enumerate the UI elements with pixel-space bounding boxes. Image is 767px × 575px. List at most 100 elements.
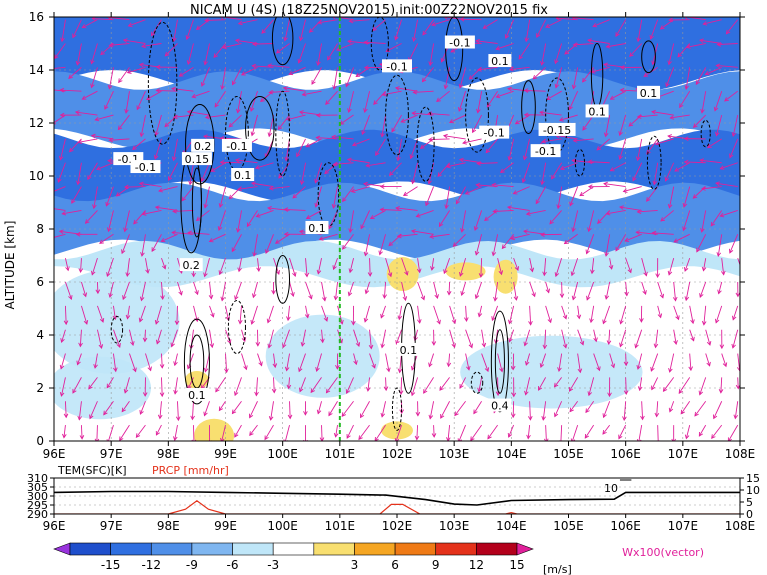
wind-vector — [253, 234, 258, 257]
wind-vector-head — [92, 204, 97, 210]
wind-vector-head — [108, 293, 113, 298]
wind-vector-head — [627, 268, 632, 274]
wind-vector — [251, 182, 274, 188]
wind-vector — [285, 138, 290, 161]
wind-vector-head — [275, 49, 281, 54]
wind-vector — [106, 377, 114, 388]
wind-vector — [265, 234, 274, 254]
wind-vector-head — [452, 242, 458, 248]
wind-vector — [265, 138, 274, 158]
wind-vector — [720, 377, 723, 393]
wind-vector — [187, 377, 194, 390]
wind-vector-head — [395, 339, 400, 345]
wind-vector — [573, 43, 594, 46]
wind-vector-head — [679, 103, 684, 109]
wind-vector-head — [77, 415, 82, 421]
wind-vector-head — [319, 437, 325, 441]
wind-vector — [171, 329, 178, 347]
wind-vector — [474, 210, 483, 231]
x-tick-label: 96E — [43, 447, 66, 461]
wind-vector-head — [542, 271, 547, 277]
wind-vector-head — [539, 110, 544, 115]
wind-vector-head — [510, 413, 516, 419]
wind-vector-head — [268, 416, 274, 421]
wind-vector — [703, 305, 707, 325]
wind-vector — [238, 19, 258, 25]
wind-vector-head — [592, 22, 598, 28]
wind-vector — [269, 186, 290, 190]
wind-vector — [732, 305, 739, 320]
wind-vector-head — [481, 342, 487, 348]
contour-label: -0.15 — [543, 124, 571, 137]
wind-vector — [542, 401, 547, 420]
wind-vector — [191, 401, 194, 420]
wind-vector-head — [136, 105, 141, 111]
wind-vector-head — [220, 437, 225, 441]
wind-vector — [80, 425, 83, 439]
wind-vector — [209, 233, 226, 242]
wind-vector-head — [320, 338, 325, 344]
wind-vector — [321, 425, 323, 441]
contour-label: -0.1 — [483, 127, 504, 140]
colorbar-tick-label: 12 — [469, 558, 484, 572]
wind-vector — [443, 258, 451, 274]
wind-vector — [637, 353, 643, 370]
wind-vector-head — [443, 84, 449, 90]
wind-vector-head — [249, 431, 254, 437]
wind-vector — [641, 258, 647, 276]
wind-vector — [602, 305, 611, 324]
wind-vector — [173, 210, 194, 212]
wind-vector-head — [701, 266, 707, 272]
wind-vector — [449, 114, 466, 123]
wind-vector-head — [139, 132, 145, 138]
wind-vector-head — [260, 97, 265, 103]
wind-vector — [346, 377, 354, 394]
wind-vector-head — [438, 222, 444, 228]
wind-vector — [637, 138, 643, 161]
wind-vector-head — [587, 184, 593, 189]
wind-vector — [638, 425, 643, 441]
wind-vector — [89, 401, 98, 419]
wind-vector-head — [673, 238, 679, 243]
wind-vector-head — [164, 51, 170, 57]
wind-vector — [145, 353, 152, 371]
wind-vector-head — [88, 384, 93, 390]
wind-vector — [606, 43, 626, 48]
wind-vector-head — [282, 86, 288, 91]
wind-vector — [433, 425, 435, 437]
wind-vector — [365, 281, 370, 294]
wind-vector — [186, 19, 194, 40]
wind-vector-head — [603, 181, 608, 187]
wind-vector-head — [664, 176, 669, 182]
wind-vector-head — [538, 386, 543, 391]
wind-vector-head — [155, 64, 161, 70]
wind-vector-head — [427, 179, 432, 185]
wind-vector — [278, 114, 290, 130]
wind-vector — [428, 113, 450, 116]
wind-vector — [133, 210, 146, 225]
wind-vector — [710, 210, 723, 227]
wind-vector — [395, 19, 403, 40]
wind-vector-head — [521, 178, 527, 184]
wind-vector — [680, 400, 691, 415]
x-tick-label: 107E — [668, 447, 699, 461]
wind-vector — [522, 162, 531, 183]
wind-vector-head — [154, 205, 160, 210]
wind-vector-head — [684, 85, 689, 90]
wind-vector — [54, 186, 66, 192]
wind-vector — [477, 66, 498, 71]
wind-vector-head — [468, 75, 474, 80]
wind-vector — [54, 208, 66, 211]
wind-vector-head — [455, 199, 460, 205]
wind-vector — [694, 400, 707, 417]
wind-vector — [397, 138, 403, 161]
wind-vector — [693, 114, 707, 128]
wind-vector — [572, 210, 579, 232]
wind-vector — [103, 400, 114, 415]
wind-vector-head — [554, 59, 559, 65]
wind-vector — [425, 186, 435, 206]
wind-vector-head — [106, 272, 111, 277]
wind-vector-head — [347, 39, 352, 44]
subplot-left-tick-label: 290 — [27, 508, 48, 521]
wind-vector — [440, 401, 450, 419]
